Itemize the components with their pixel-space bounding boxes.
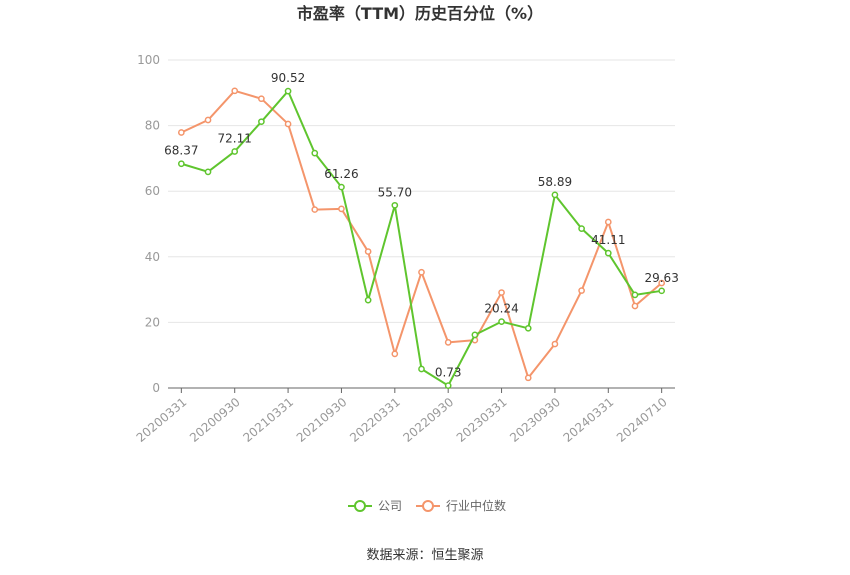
data-point — [364, 248, 372, 255]
legend-item-0[interactable]: 公司 — [348, 499, 402, 513]
x-tick-label: 20200331 — [134, 395, 190, 445]
data-label: 72.11 — [218, 131, 252, 145]
x-tick-label: 20210331 — [240, 395, 296, 445]
y-tick-label: 40 — [145, 250, 160, 264]
y-tick-label: 100 — [137, 53, 160, 67]
data-point — [231, 148, 239, 155]
data-point — [498, 289, 505, 296]
data-point — [418, 268, 425, 276]
data-point — [338, 205, 345, 213]
x-tick-label: 20240710 — [614, 395, 670, 445]
x-tick-label: 20220331 — [347, 395, 403, 445]
data-point — [258, 118, 265, 126]
data-point — [551, 340, 559, 348]
data-point — [311, 206, 319, 213]
data-point — [204, 168, 212, 176]
source-note: 数据来源：恒生聚源 — [366, 548, 483, 563]
legend-marker — [422, 500, 434, 512]
data-point — [471, 331, 479, 339]
data-point — [177, 160, 185, 168]
x-tick-label: 20200930 — [187, 395, 243, 445]
data-point — [418, 365, 425, 373]
x-tick-label: 20220930 — [400, 395, 456, 445]
x-axis: 2020033120200930202103312021093020220331… — [134, 387, 675, 445]
data-label: 29.63 — [644, 271, 678, 285]
y-axis: 0 20 40 60 80 100 — [137, 53, 160, 395]
data-point — [391, 350, 399, 358]
series-layer — [177, 87, 666, 389]
data-point — [338, 183, 345, 191]
data-point — [258, 95, 265, 103]
data-point — [578, 225, 585, 232]
legend-label: 公司 — [378, 499, 402, 513]
data-label: 20.24 — [484, 302, 518, 316]
legend[interactable]: 公司 行业中位数 — [348, 498, 506, 513]
y-tick-label: 20 — [145, 315, 160, 329]
data-point — [604, 218, 612, 226]
data-labels: 68.37 72.11 90.52 61.26 55.70 0.73 20.24 58.89 4… — [164, 71, 679, 380]
series-line-0 — [181, 90, 662, 387]
data-point — [391, 201, 399, 209]
data-point — [444, 339, 452, 346]
legend-marker — [354, 500, 366, 512]
data-point — [631, 302, 639, 310]
legend-label: 行业中位数 — [446, 498, 506, 513]
data-point — [658, 279, 666, 287]
data-point — [498, 318, 505, 325]
data-point — [524, 374, 532, 382]
data-label: 61.26 — [324, 167, 358, 181]
x-tick-label: 20230331 — [454, 395, 510, 445]
data-label: 55.70 — [378, 185, 412, 199]
x-tick-label: 20240331 — [561, 395, 617, 445]
data-point — [177, 129, 185, 136]
y-tick-label: 80 — [145, 119, 160, 133]
x-tick-label: 20210930 — [294, 395, 350, 445]
data-point — [231, 87, 239, 95]
data-point — [551, 191, 559, 199]
data-point — [444, 382, 452, 389]
data-point — [284, 120, 292, 128]
data-point — [204, 116, 212, 124]
y-tick-label: 0 — [152, 381, 160, 395]
data-point — [631, 291, 639, 299]
data-label: 68.37 — [164, 144, 198, 158]
data-label: 90.52 — [271, 71, 305, 85]
data-point — [658, 287, 666, 295]
chart-title: 市盈率（TTM）历史百分位（%） — [297, 4, 543, 23]
grid — [168, 59, 675, 323]
data-label: 41.11 — [591, 233, 625, 247]
data-point — [284, 87, 292, 95]
data-point — [578, 287, 585, 294]
data-point — [604, 249, 612, 257]
x-tick-label: 20230930 — [507, 395, 563, 445]
data-label: 58.89 — [538, 175, 572, 189]
data-point — [311, 149, 319, 157]
data-point — [524, 324, 532, 332]
data-label: 0.73 — [435, 366, 462, 380]
y-tick-label: 60 — [145, 184, 160, 198]
data-point — [364, 296, 372, 304]
series-line-1 — [180, 89, 663, 379]
legend-item-1[interactable]: 行业中位数 — [416, 498, 506, 513]
